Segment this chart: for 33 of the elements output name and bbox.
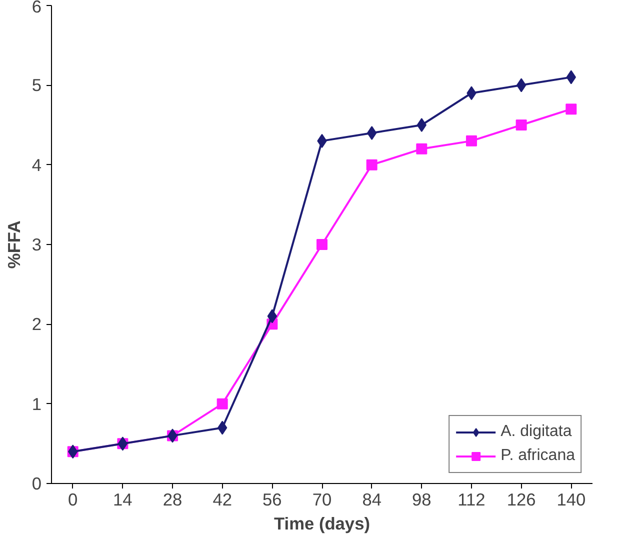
point: [366, 159, 378, 170]
point: [516, 78, 526, 92]
x-tick-label: 98: [412, 490, 432, 510]
point: [566, 104, 577, 115]
x-tick-label: 0: [68, 490, 78, 510]
x-axis-title: Time (days): [274, 514, 370, 534]
x-tick-label: 70: [312, 490, 332, 510]
y-tick-label: 1: [32, 394, 42, 414]
point: [416, 118, 426, 132]
y-tick-label: 0: [32, 474, 42, 494]
point: [316, 239, 328, 250]
x-tick-label: 42: [212, 490, 232, 510]
y-axis-title: %FFA: [4, 220, 24, 269]
y-tick-label: 5: [32, 75, 42, 96]
point: [466, 135, 477, 146]
legend-label: P. africana: [500, 447, 575, 465]
x-tick-label: 140: [556, 490, 586, 510]
point: [516, 120, 527, 130]
x-tick-label: 14: [113, 490, 133, 510]
y-tick-label: 4: [32, 154, 42, 175]
y-tick-label: 3: [32, 234, 42, 254]
legend-label: A. digitata: [500, 423, 572, 441]
point: [216, 398, 228, 410]
y-tick-label: 6: [32, 0, 42, 16]
x-tick-label: 28: [162, 490, 182, 510]
x-tick-label: 84: [362, 490, 382, 510]
y-tick-label: 2: [32, 314, 42, 334]
point: [416, 143, 428, 154]
x-tick-label: 56: [262, 490, 282, 510]
x-tick-label: 112: [458, 490, 486, 510]
point: [267, 309, 278, 324]
x-tick-label: 126: [506, 490, 536, 510]
point: [366, 126, 377, 140]
